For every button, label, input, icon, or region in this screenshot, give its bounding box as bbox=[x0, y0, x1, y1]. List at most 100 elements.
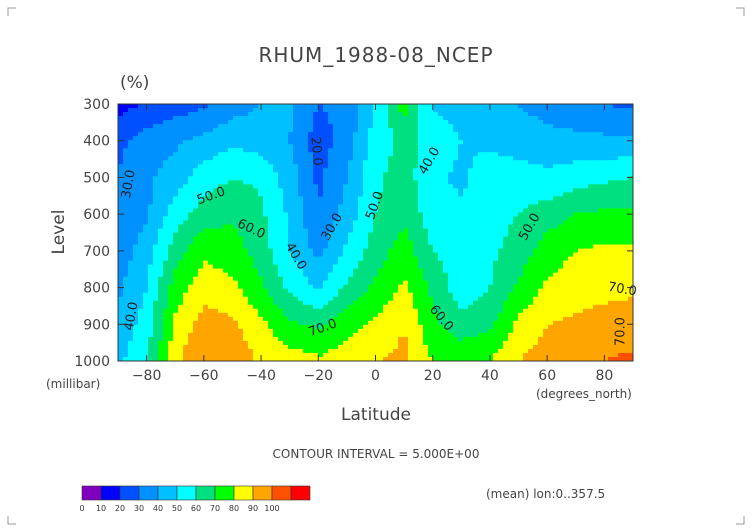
heatmap-cell bbox=[423, 148, 429, 153]
heatmap-cell bbox=[413, 216, 419, 222]
heatmap-cell bbox=[148, 168, 154, 173]
heatmap-cell bbox=[433, 116, 439, 121]
heatmap-cell bbox=[608, 136, 614, 141]
heatmap-cell bbox=[448, 156, 454, 161]
heatmap-cell bbox=[218, 252, 224, 258]
heatmap-cell bbox=[243, 112, 249, 117]
heatmap-cell bbox=[318, 188, 324, 193]
heatmap-cell bbox=[233, 168, 239, 173]
heatmap-cell bbox=[608, 292, 614, 298]
heatmap-cell bbox=[408, 116, 414, 121]
heatmap-cell bbox=[453, 244, 459, 250]
heatmap-cell bbox=[538, 224, 544, 230]
heatmap-cell bbox=[548, 140, 554, 145]
heatmap-cell bbox=[608, 256, 614, 262]
heatmap-cell bbox=[318, 292, 324, 298]
heatmap-cell bbox=[503, 252, 509, 258]
heatmap-cell bbox=[463, 120, 469, 125]
heatmap-cell bbox=[398, 188, 404, 193]
heatmap-cell bbox=[528, 120, 534, 125]
heatmap-cell bbox=[498, 180, 504, 185]
heatmap-cell bbox=[378, 200, 384, 205]
heatmap-cell bbox=[498, 124, 504, 129]
heatmap-cell bbox=[393, 200, 399, 205]
heatmap-cell bbox=[133, 256, 139, 262]
heatmap-cell bbox=[468, 280, 474, 286]
heatmap-cell bbox=[383, 160, 389, 165]
heatmap-cell bbox=[343, 272, 349, 278]
heatmap-cell bbox=[523, 252, 529, 258]
heatmap-cell bbox=[153, 252, 159, 258]
heatmap-cell bbox=[168, 276, 174, 282]
heatmap-cell bbox=[168, 232, 174, 238]
heatmap-cell bbox=[398, 192, 404, 197]
heatmap-cell bbox=[468, 220, 474, 226]
heatmap-cell bbox=[173, 104, 179, 109]
heatmap-cell bbox=[178, 272, 184, 278]
heatmap-cell bbox=[228, 208, 234, 214]
heatmap-cell bbox=[313, 184, 319, 189]
heatmap-cell bbox=[613, 280, 619, 286]
heatmap-cell bbox=[493, 204, 499, 210]
heatmap-cell bbox=[213, 116, 219, 121]
heatmap-cell bbox=[483, 124, 489, 129]
heatmap-cell bbox=[338, 196, 344, 201]
heatmap-cell bbox=[278, 160, 284, 165]
heatmap-cell bbox=[513, 268, 519, 274]
heatmap-cell bbox=[248, 188, 254, 193]
heatmap-cell bbox=[368, 264, 374, 270]
heatmap-cell bbox=[213, 212, 219, 218]
heatmap-cell bbox=[463, 172, 469, 177]
heatmap-cell bbox=[303, 244, 309, 250]
heatmap-cell bbox=[223, 116, 229, 121]
heatmap-cell bbox=[318, 164, 324, 169]
heatmap-cell bbox=[468, 136, 474, 141]
heatmap-cell bbox=[438, 104, 444, 109]
heatmap-cell bbox=[213, 140, 219, 145]
heatmap-cell bbox=[128, 160, 134, 165]
heatmap-cell bbox=[313, 280, 319, 286]
heatmap-cell bbox=[588, 148, 594, 153]
heatmap-cell bbox=[558, 288, 564, 294]
heatmap-cell bbox=[568, 184, 574, 189]
heatmap-cell bbox=[613, 164, 619, 169]
heatmap-cell bbox=[263, 188, 269, 193]
heatmap-cell bbox=[338, 148, 344, 153]
heatmap-cell bbox=[128, 240, 134, 246]
heatmap-cell bbox=[183, 232, 189, 238]
heatmap-cell bbox=[163, 172, 169, 177]
heatmap-cell bbox=[338, 296, 344, 302]
heatmap-cell bbox=[203, 172, 209, 177]
heatmap-cell bbox=[228, 204, 234, 210]
heatmap-cell bbox=[598, 244, 604, 250]
heatmap-cell bbox=[503, 244, 509, 250]
heatmap-cell bbox=[458, 116, 464, 121]
heatmap-cell bbox=[443, 116, 449, 121]
heatmap-cell bbox=[288, 260, 294, 266]
heatmap-cell bbox=[513, 144, 519, 149]
heatmap-cell bbox=[623, 220, 629, 226]
heatmap-cell bbox=[588, 228, 594, 234]
heatmap-cell bbox=[303, 108, 309, 113]
heatmap-cell bbox=[233, 120, 239, 125]
heatmap-cell bbox=[373, 280, 379, 286]
heatmap-cell bbox=[148, 224, 154, 230]
heatmap-cell bbox=[183, 212, 189, 218]
heatmap-cell bbox=[178, 160, 184, 165]
heatmap-cell bbox=[453, 116, 459, 121]
heatmap-cell bbox=[398, 280, 404, 286]
heatmap-cell bbox=[213, 296, 219, 302]
heatmap-cell bbox=[183, 288, 189, 294]
heatmap-cell bbox=[273, 204, 279, 210]
heatmap-cell bbox=[258, 260, 264, 266]
heatmap-cell bbox=[343, 124, 349, 129]
heatmap-cell bbox=[588, 260, 594, 266]
heatmap-cell bbox=[153, 196, 159, 201]
heatmap-cell bbox=[428, 144, 434, 149]
heatmap-cell bbox=[528, 228, 534, 234]
heatmap-cell bbox=[428, 168, 434, 173]
heatmap-cell bbox=[343, 132, 349, 137]
heatmap-cell bbox=[398, 104, 404, 109]
heatmap-cell bbox=[618, 252, 624, 258]
heatmap-cell bbox=[413, 116, 419, 121]
